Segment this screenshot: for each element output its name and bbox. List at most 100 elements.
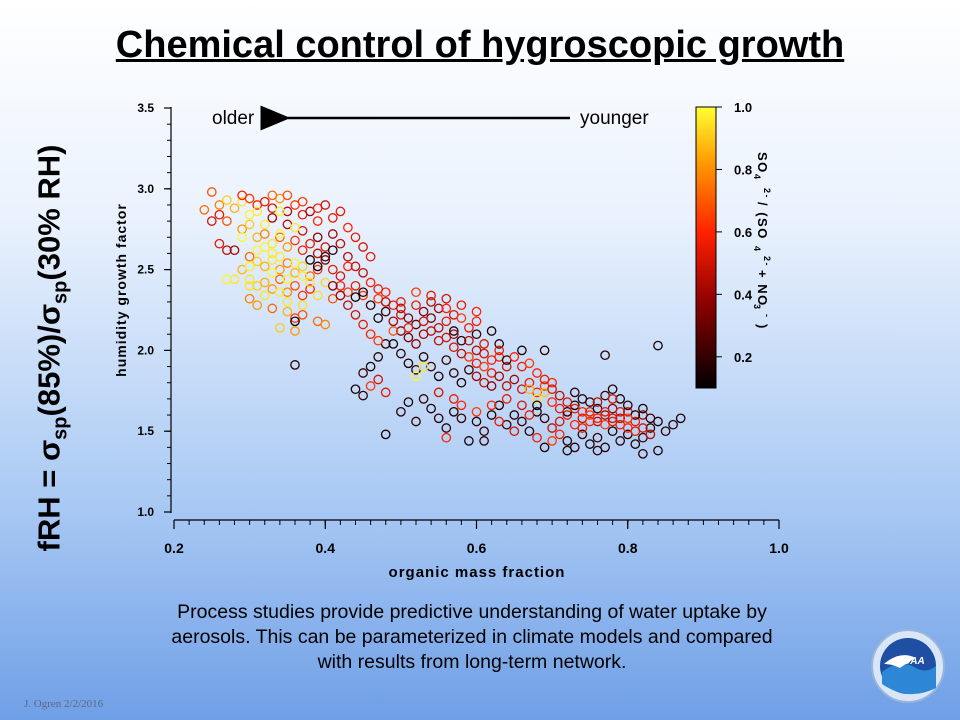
data-point xyxy=(290,326,300,336)
data-point xyxy=(471,316,482,327)
data-point xyxy=(312,232,323,243)
data-point xyxy=(343,222,353,233)
data-point xyxy=(396,303,406,314)
data-point xyxy=(433,303,444,314)
data-point xyxy=(547,423,557,433)
data-point xyxy=(275,287,285,298)
data-point xyxy=(441,355,452,365)
data-point xyxy=(592,397,603,407)
data-point xyxy=(585,397,595,407)
slide-title: Chemical control of hygroscopic growth xyxy=(115,24,845,66)
data-point xyxy=(244,293,255,304)
data-point xyxy=(222,195,232,205)
data-point xyxy=(259,261,270,272)
data-point xyxy=(305,284,315,294)
data-point xyxy=(494,339,505,349)
data-point xyxy=(259,290,270,301)
data-point xyxy=(237,232,247,243)
data-point xyxy=(282,306,293,317)
data-point xyxy=(471,416,482,427)
data-point xyxy=(569,387,580,398)
data-point xyxy=(396,297,406,307)
y-tick-label: 2.5 xyxy=(137,263,154,277)
data-point xyxy=(433,371,444,382)
data-point xyxy=(456,400,467,411)
x-tick-label: 1.0 xyxy=(769,540,789,556)
data-point xyxy=(426,361,436,372)
data-point xyxy=(396,406,406,417)
data-point xyxy=(282,274,293,285)
data-point xyxy=(237,190,247,201)
data-point xyxy=(607,426,618,437)
y-tick-label: 2.0 xyxy=(137,343,154,357)
data-point xyxy=(365,361,376,372)
data-point xyxy=(343,261,353,272)
x-tick-label: 0.2 xyxy=(164,540,184,556)
data-point xyxy=(380,306,391,317)
data-point xyxy=(282,297,293,307)
data-point xyxy=(433,387,444,398)
data-point xyxy=(486,410,497,420)
data-point xyxy=(388,326,399,336)
x-tick-label: 0.8 xyxy=(618,540,638,556)
svg-text:4: 4 xyxy=(752,246,762,253)
data-point xyxy=(645,413,656,424)
svg-text:4: 4 xyxy=(752,174,762,181)
data-point xyxy=(327,245,338,256)
annotation-older: older xyxy=(212,108,255,129)
data-point xyxy=(229,274,240,285)
data-point xyxy=(259,229,270,239)
data-point xyxy=(320,255,331,265)
data-point xyxy=(418,316,429,327)
y-tick-label: 1.5 xyxy=(137,424,154,438)
data-point xyxy=(592,445,603,456)
data-point xyxy=(448,368,459,378)
data-point xyxy=(441,423,452,433)
data-point xyxy=(199,204,210,215)
data-point xyxy=(282,206,293,217)
data-point xyxy=(600,350,610,361)
data-point xyxy=(350,309,361,320)
data-point xyxy=(388,316,399,327)
data-point xyxy=(668,419,678,430)
data-point xyxy=(327,280,338,291)
data-point xyxy=(373,284,384,294)
data-point xyxy=(441,316,452,327)
svg-text:-: - xyxy=(762,314,772,319)
data-point xyxy=(448,406,459,417)
data-point xyxy=(456,413,467,424)
data-point xyxy=(244,209,255,220)
y-tick-label: 3.0 xyxy=(137,182,154,196)
data-point xyxy=(456,335,467,346)
data-point xyxy=(214,200,225,210)
data-point xyxy=(441,303,452,314)
data-point xyxy=(638,423,648,433)
data-point xyxy=(456,348,467,359)
data-point xyxy=(585,439,595,449)
data-point xyxy=(335,290,346,301)
data-point xyxy=(282,258,293,268)
data-point xyxy=(547,397,557,407)
data-point xyxy=(426,290,436,301)
data-point xyxy=(456,377,467,388)
data-point xyxy=(320,200,331,210)
data-point xyxy=(615,394,626,404)
data-point xyxy=(380,387,391,398)
data-point xyxy=(350,292,361,302)
data-point xyxy=(297,196,308,207)
x-axis-label: organic mass fraction xyxy=(389,564,566,581)
data-point xyxy=(222,216,232,226)
data-point xyxy=(244,261,255,272)
x-tick-label: 0.6 xyxy=(467,540,487,556)
data-point xyxy=(305,271,315,281)
data-point xyxy=(206,216,217,226)
data-point xyxy=(403,322,414,333)
scatter-chart: 1.0 1.5 2.0 2.5 3.0 3.5 0.2 0.4 0.6 0.8 1.0 humid… xyxy=(113,100,789,581)
data-point xyxy=(524,426,535,437)
data-point xyxy=(554,403,565,414)
data-point xyxy=(524,384,535,395)
data-point xyxy=(350,280,361,291)
data-point xyxy=(622,400,633,411)
colorbar-tick-label: 0.6 xyxy=(734,225,752,240)
data-point xyxy=(532,394,542,404)
